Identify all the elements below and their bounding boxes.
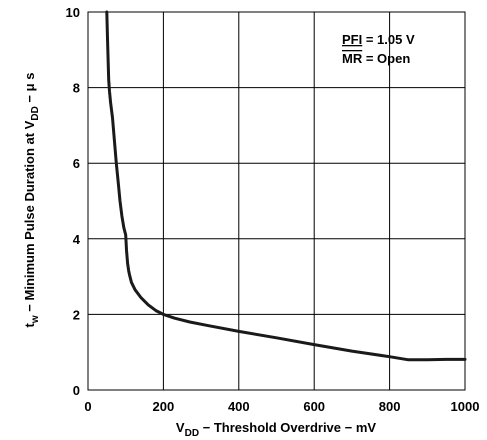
y-axis-label-sub2: DD: [30, 106, 41, 120]
y-axis-label-sub: w: [30, 315, 41, 324]
annotation-mr: MR = Open: [342, 51, 410, 66]
x-axis-label: VDD − Threshold Overdrive − mV: [176, 420, 376, 439]
x-tick-label: 600: [303, 399, 325, 414]
annotation-pfi-suffix: = 1.05 V: [362, 32, 415, 47]
y-tick-label: 4: [73, 232, 81, 247]
x-tick-label: 400: [228, 399, 250, 414]
y-tick-label: 10: [66, 5, 80, 20]
y-axis-label: tw − Minimum Pulse Duration at VDD − μ s: [22, 73, 41, 328]
annotation-mr-suffix: = Open: [362, 51, 410, 66]
x-tick-labels: 0 200 400 600 800 1000: [84, 399, 479, 414]
y-tick-label: 6: [73, 156, 80, 171]
y-axis-label-main: t: [22, 322, 37, 327]
legend-annotations: PFI = 1.05 V MR = Open: [342, 32, 415, 66]
annotation-pfi: PFI = 1.05 V: [342, 32, 415, 47]
x-axis-label-sub: DD: [185, 428, 199, 439]
x-axis-label-rest: − Threshold Overdrive − mV: [199, 420, 376, 435]
annotation-pfi-prefix: PFI: [342, 32, 362, 47]
y-tick-label: 2: [73, 307, 80, 322]
grid: [88, 12, 465, 390]
y-tick-labels: 0 2 4 6 8 10: [66, 5, 81, 398]
x-tick-label: 0: [84, 399, 91, 414]
y-axis-label-mid: − Minimum Pulse Duration at V: [22, 120, 37, 315]
plot-frame: [87, 11, 466, 391]
y-tick-label: 8: [73, 81, 80, 96]
y-tick-label: 0: [73, 383, 80, 398]
x-tick-label: 200: [153, 399, 175, 414]
x-tick-label: 1000: [451, 399, 480, 414]
x-tick-label: 800: [379, 399, 401, 414]
x-axis-label-main: V: [176, 420, 185, 435]
series-lines: [105, 10, 467, 362]
series-line: [105, 10, 467, 362]
annotation-mr-prefix: MR: [342, 51, 363, 66]
y-axis-label-rest: − μ s: [22, 73, 37, 107]
